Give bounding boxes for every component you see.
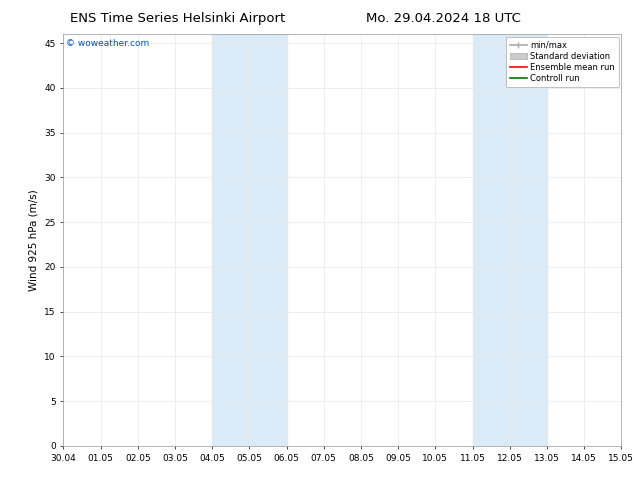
Bar: [212, 34, 287, 446]
Text: © woweather.com: © woweather.com: [66, 39, 150, 48]
Legend: min/max, Standard deviation, Ensemble mean run, Controll run: min/max, Standard deviation, Ensemble me…: [506, 37, 619, 87]
Text: ENS Time Series Helsinki Airport: ENS Time Series Helsinki Airport: [70, 12, 285, 25]
Bar: [472, 34, 547, 446]
Text: Mo. 29.04.2024 18 UTC: Mo. 29.04.2024 18 UTC: [366, 12, 521, 25]
Y-axis label: Wind 925 hPa (m/s): Wind 925 hPa (m/s): [29, 189, 39, 291]
